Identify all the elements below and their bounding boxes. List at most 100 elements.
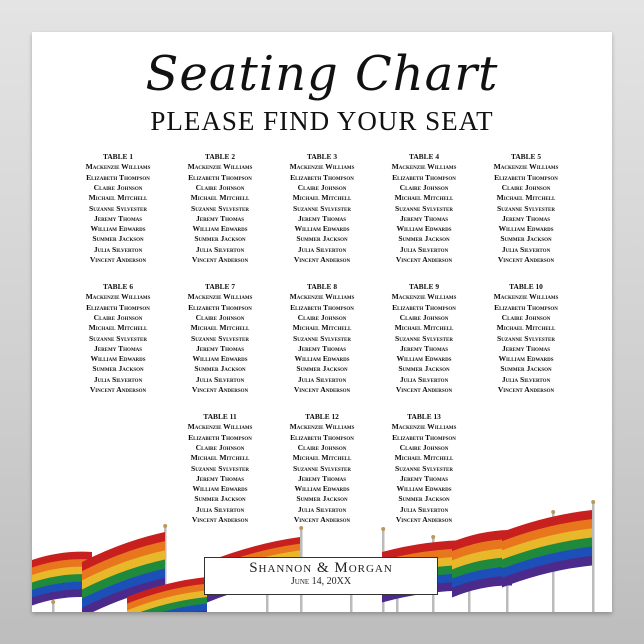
guest-name: Vincent Anderson xyxy=(395,385,453,395)
flag-stripe xyxy=(502,537,592,570)
guest-name: Elizabeth Thompson xyxy=(392,302,456,312)
guest-name: Jeremy Thomas xyxy=(93,213,143,223)
table-block: TABLE 3 Mackenzie Williams Elizabeth Thomp… xyxy=(272,152,372,265)
guest-name: Julia Silverton xyxy=(297,374,347,384)
table-block: TABLE 7 Mackenzie Williams Elizabeth Thomp… xyxy=(170,282,270,395)
guest-name: Summer Jackson xyxy=(92,234,144,244)
flag-stripe xyxy=(193,610,207,612)
guest-name: William Edwards xyxy=(294,224,350,234)
guest-name: Vincent Anderson xyxy=(497,255,555,265)
guest-name: William Edwards xyxy=(498,354,554,364)
guest-name: Claire Johnson xyxy=(297,313,347,322)
table-label: TABLE 1 xyxy=(102,152,134,161)
flag-stripe xyxy=(32,559,92,576)
guest-name: Michael Mitchell xyxy=(292,453,352,463)
guest-name: Elizabeth Thompson xyxy=(188,432,252,442)
guest-name: Julia Silverton xyxy=(93,244,143,254)
guest-name: Summer Jackson xyxy=(296,494,348,504)
guest-name: Elizabeth Thompson xyxy=(188,172,252,182)
guest-name: Julia Silverton xyxy=(195,504,245,514)
guest-name: Summer Jackson xyxy=(194,494,246,504)
table-label: TABLE 5 xyxy=(510,152,542,161)
flag-stripe xyxy=(452,575,512,598)
guest-name: Mackenzie Williams xyxy=(289,162,355,172)
guest-name: Jeremy Thomas xyxy=(297,343,347,353)
guest-name: Elizabeth Thompson xyxy=(86,302,150,312)
guest-name: Jeremy Thomas xyxy=(501,343,551,353)
poster-subtitle: PLEASE FIND YOUR SEAT xyxy=(150,106,494,136)
guest-name: Michael Mitchell xyxy=(496,323,556,333)
guest-name: Vincent Anderson xyxy=(89,255,147,265)
guest-name: Vincent Anderson xyxy=(293,255,351,265)
flagpole xyxy=(592,502,595,612)
guest-name: Julia Silverton xyxy=(297,244,347,254)
guest-name: Elizabeth Thompson xyxy=(86,172,150,182)
guest-name: Elizabeth Thompson xyxy=(392,432,456,442)
guest-name: Michael Mitchell xyxy=(190,323,250,333)
guest-name: William Edwards xyxy=(192,484,248,494)
table-block: TABLE 9 Mackenzie Williams Elizabeth Thomp… xyxy=(374,282,474,395)
table-label: TABLE 3 xyxy=(306,152,338,161)
guest-name: Summer Jackson xyxy=(398,364,450,374)
guest-name: Michael Mitchell xyxy=(292,323,352,333)
flagpole xyxy=(164,526,167,612)
table-block: TABLE 13 Mackenzie Williams Elizabeth Thom… xyxy=(374,412,474,525)
guest-name: Mackenzie Williams xyxy=(187,422,253,432)
guest-name: Mackenzie Williams xyxy=(391,292,457,302)
guest-name: Summer Jackson xyxy=(398,234,450,244)
guest-name: Claire Johnson xyxy=(501,313,551,322)
guest-name: Michael Mitchell xyxy=(394,193,454,203)
guest-name: Suzanne Sylvester xyxy=(293,463,351,473)
table-block: TABLE 6 Mackenzie Williams Elizabeth Thomp… xyxy=(68,282,168,395)
guest-name: Julia Silverton xyxy=(195,244,245,254)
guest-name: Elizabeth Thompson xyxy=(392,172,456,182)
guest-name: Vincent Anderson xyxy=(191,515,249,525)
flag-stripe xyxy=(502,510,592,542)
guest-name: Summer Jackson xyxy=(92,364,144,374)
table-label: TABLE 6 xyxy=(102,282,134,291)
guest-name: Michael Mitchell xyxy=(292,193,352,203)
guest-name: Julia Silverton xyxy=(501,374,551,384)
table-label: TABLE 12 xyxy=(305,412,339,421)
flag-stripe xyxy=(452,539,512,561)
flag-stripe xyxy=(502,546,592,579)
guest-name: Michael Mitchell xyxy=(190,193,250,203)
guest-name: Michael Mitchell xyxy=(394,453,454,463)
guest-name: Claire Johnson xyxy=(399,443,449,452)
guest-name: Claire Johnson xyxy=(195,313,245,322)
guest-name: Julia Silverton xyxy=(297,504,347,514)
guest-name: Summer Jackson xyxy=(296,364,348,374)
guest-name: Summer Jackson xyxy=(398,494,450,504)
flag-stripe xyxy=(207,537,300,570)
guest-name: Julia Silverton xyxy=(399,504,449,514)
guest-name: Elizabeth Thompson xyxy=(494,172,558,182)
guest-name: Mackenzie Williams xyxy=(289,422,355,432)
guest-name: Michael Mitchell xyxy=(394,323,454,333)
table-label: TABLE 10 xyxy=(509,282,543,291)
guest-name: Vincent Anderson xyxy=(89,385,147,395)
guest-name: Mackenzie Williams xyxy=(85,292,151,302)
guest-name: Julia Silverton xyxy=(399,374,449,384)
rainbow-flag xyxy=(82,532,165,612)
flag-stripe xyxy=(502,519,592,551)
guest-name: William Edwards xyxy=(90,224,146,234)
table-block: TABLE 12 Mackenzie Williams Elizabeth Thom… xyxy=(272,412,372,525)
rainbow-flag xyxy=(127,577,207,612)
guest-name: Suzanne Sylvester xyxy=(497,333,555,343)
table-block: TABLE 1 Mackenzie Williams Elizabeth Thomp… xyxy=(68,152,168,265)
guest-name: Suzanne Sylvester xyxy=(497,203,555,213)
guest-name: William Edwards xyxy=(396,224,452,234)
table-label: TABLE 13 xyxy=(407,412,441,421)
guest-name: Suzanne Sylvester xyxy=(89,203,147,213)
guest-name: Mackenzie Williams xyxy=(85,162,151,172)
flag-stripe xyxy=(32,581,92,598)
table-block: TABLE 10 Mackenzie Williams Elizabeth Thom… xyxy=(476,282,576,395)
table-label: TABLE 11 xyxy=(203,412,237,421)
rainbow-flag xyxy=(502,510,592,588)
guest-name: Jeremy Thomas xyxy=(297,473,347,483)
couple-names: Shannon & Morgan xyxy=(249,560,393,576)
flag-stripe xyxy=(452,548,512,570)
guest-name: Mackenzie Williams xyxy=(493,162,559,172)
guest-name: Claire Johnson xyxy=(297,183,347,192)
table-label: TABLE 7 xyxy=(204,282,236,291)
